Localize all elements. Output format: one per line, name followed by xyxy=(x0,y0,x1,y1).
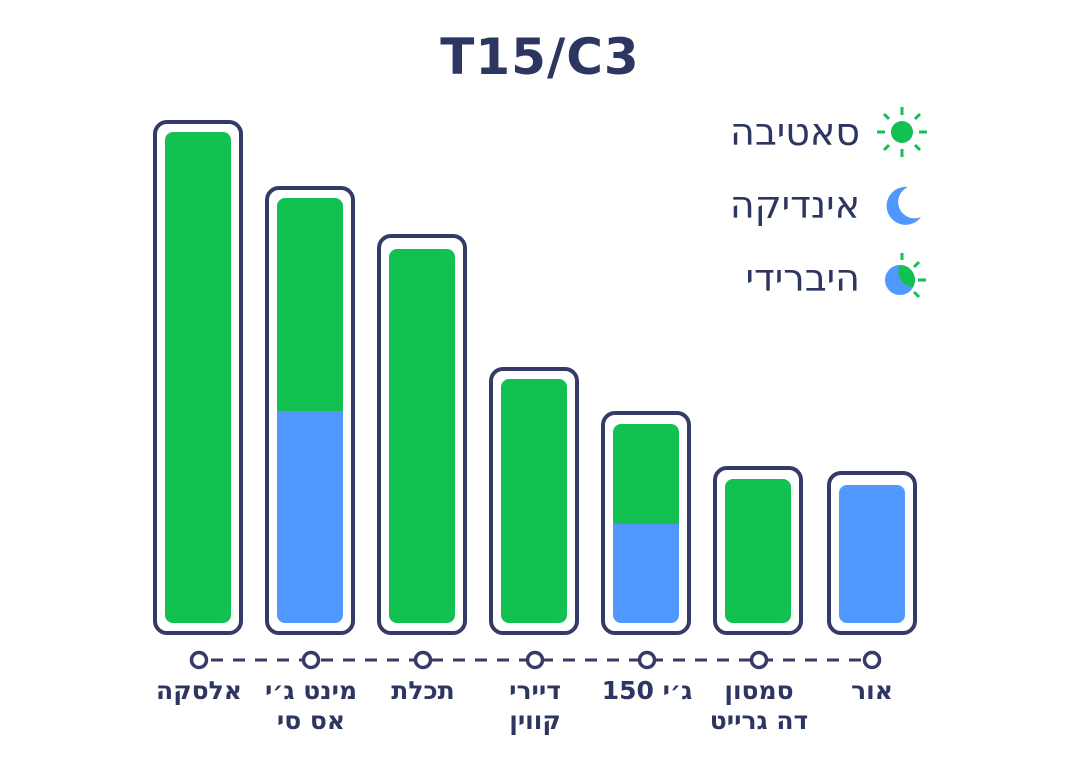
tick-marker xyxy=(862,650,882,670)
x-label-alaska: אלסקה xyxy=(156,676,242,705)
tick-marker xyxy=(189,650,209,670)
legend-label-hybrid: היברידי xyxy=(745,256,860,300)
bar-g150 xyxy=(601,411,691,635)
hybrid-icon xyxy=(874,250,930,306)
bar-segment-sativa xyxy=(613,424,679,524)
bar-segment-sativa xyxy=(501,379,567,623)
bar-samson-the-great xyxy=(713,466,803,635)
legend-item-hybrid: היברידי xyxy=(746,250,930,306)
x-label-mint-gsc: מינט ג׳י אס סי xyxy=(264,676,358,735)
legend-item-indica: אינדיקה xyxy=(730,177,930,233)
bar-or xyxy=(827,471,917,635)
bar-segment-sativa xyxy=(725,479,791,623)
tick-marker xyxy=(637,650,657,670)
tick-marker xyxy=(413,650,433,670)
legend-item-sativa: סאטיבה xyxy=(730,104,930,160)
x-label-or: אור xyxy=(851,676,893,705)
tick-marker xyxy=(301,650,321,670)
moon-icon xyxy=(874,177,930,233)
bar-dairy-queen xyxy=(489,367,579,635)
bar-segment-sativa xyxy=(277,198,343,411)
bar-segment-sativa xyxy=(389,249,455,623)
tick-marker xyxy=(525,650,545,670)
bar-segment-sativa xyxy=(165,132,231,623)
chart-title: T15/C3 xyxy=(440,28,640,86)
legend-label-indica: אינדיקה xyxy=(729,183,860,227)
bar-segment-indica xyxy=(839,485,905,623)
bar-alaska xyxy=(153,120,243,635)
sun-icon xyxy=(874,104,930,160)
bar-segment-indica xyxy=(277,411,343,623)
bar-mint-gsc xyxy=(265,186,355,635)
x-label-dairy-queen: דיירי קווין xyxy=(509,676,561,735)
x-label-g150: ג׳י 150 xyxy=(601,676,693,705)
x-label-tchelet: תכלת xyxy=(391,676,455,705)
bar-segment-indica xyxy=(613,524,679,623)
bar-tchelet xyxy=(377,234,467,635)
legend-label-sativa: סאטיבה xyxy=(730,110,860,154)
tick-marker xyxy=(749,650,769,670)
x-label-samson-the-great: סמסון דה גרייט xyxy=(709,676,809,735)
